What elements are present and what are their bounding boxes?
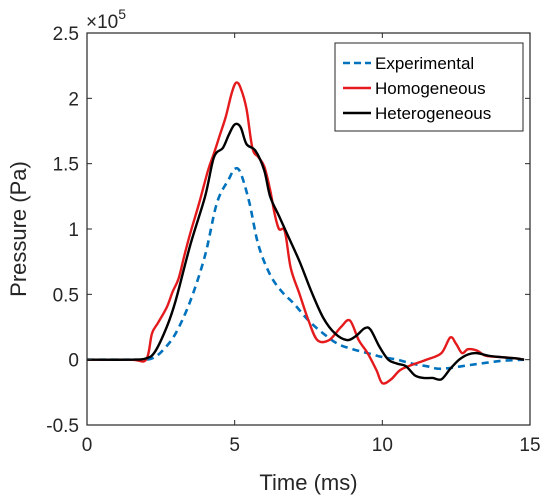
y-tick-label: 2.5: [53, 24, 79, 45]
y-tick-label: 2: [68, 89, 79, 110]
x-tick-label: 0: [82, 435, 93, 456]
y-tick-label: 1: [68, 220, 79, 241]
y-axis-multiplier: ×105: [86, 6, 126, 33]
y-tick-label: 0.5: [53, 285, 79, 306]
y-tick-label: 1.5: [53, 155, 79, 176]
legend-label-experimental: Experimental: [375, 54, 474, 73]
series-layer: [86, 81, 525, 385]
tick-layer: 0 5 10 15-0.500.511.522.5: [46, 24, 540, 456]
legend-label-homogeneous: Homogeneous: [375, 79, 486, 98]
y-axis-multiplier-base: ×10: [86, 12, 118, 33]
legend: Experimental Homogeneous Heterogeneous: [334, 42, 524, 132]
x-tick-label: 15: [519, 435, 540, 456]
x-tick-label: 10: [372, 435, 393, 456]
y-axis-multiplier-exponent: 5: [118, 6, 126, 22]
y-tick-label: -0.5: [46, 416, 79, 437]
series-line-heterogeneous: [86, 122, 525, 381]
legend-label-heterogeneous: Heterogeneous: [375, 104, 491, 123]
series-line-experimental: [87, 166, 525, 371]
x-axis-label: Time (ms): [259, 470, 357, 495]
y-axis-label: Pressure (Pa): [6, 161, 31, 297]
x-tick-label: 5: [229, 435, 240, 456]
y-tick-label: 0: [68, 351, 79, 372]
